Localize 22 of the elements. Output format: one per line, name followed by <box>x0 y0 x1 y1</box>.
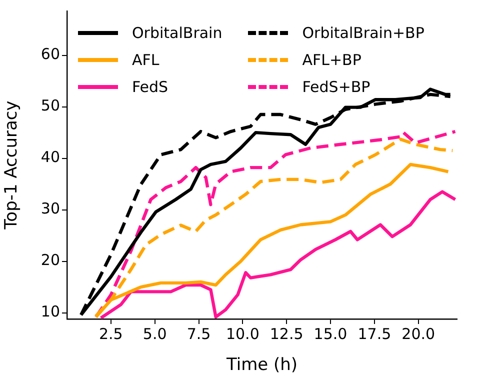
x-tick-label: 7.5 <box>186 324 211 343</box>
y-axis-title: Top-1 Accuracy <box>2 100 22 230</box>
legend-label: AFL+BP <box>302 50 362 68</box>
y-tick-label: 60 <box>40 45 60 64</box>
x-tick-label: 2.5 <box>98 324 123 343</box>
legend-label: OrbitalBrain+BP <box>302 24 424 42</box>
y-tick-label: 10 <box>40 302 60 321</box>
legend-label: AFL <box>132 50 160 68</box>
x-tick-label: 15.0 <box>314 324 348 343</box>
y-tick-label: 20 <box>40 251 60 270</box>
x-tick-label: 5.0 <box>142 324 167 343</box>
y-tick-label: 40 <box>40 148 60 166</box>
x-tick-label: 10.0 <box>226 324 260 343</box>
legend-label: OrbitalBrain <box>132 24 222 42</box>
legend-label: FedS <box>132 78 168 96</box>
x-axis-title: Time (h) <box>225 355 298 376</box>
x-tick-label: 17.5 <box>358 324 392 343</box>
legend-label: FedS+BP <box>302 78 370 96</box>
y-tick-label: 50 <box>40 96 60 115</box>
x-tick-label: 12.5 <box>270 324 304 343</box>
x-tick-label: 20.0 <box>402 324 436 343</box>
y-tick-label: 30 <box>40 200 60 218</box>
